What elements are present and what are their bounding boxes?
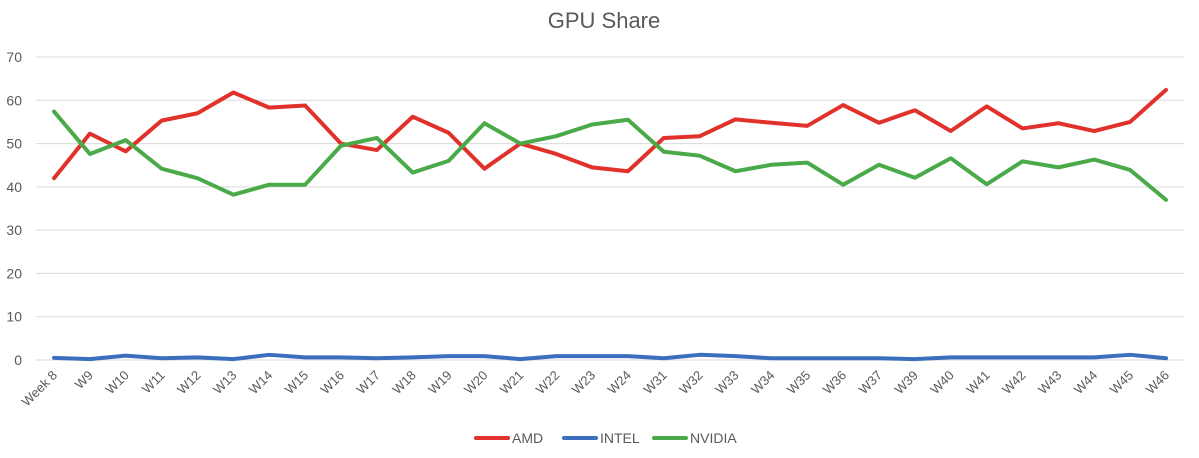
series-nvidia (52, 109, 1168, 202)
series-line-nvidia (52, 109, 1168, 202)
x-tick-label: W31 (640, 368, 670, 398)
series-intel (52, 352, 1168, 362)
x-tick-label: W35 (784, 368, 814, 398)
x-tick-label: W24 (605, 368, 635, 398)
x-tick-label: W44 (1071, 368, 1101, 398)
x-tick-label: W43 (1035, 368, 1065, 398)
x-tick-label: W34 (748, 368, 778, 398)
gridlines (36, 56, 1184, 361)
x-tick-label: W23 (569, 368, 599, 398)
series-lines (52, 87, 1168, 362)
x-tick-label: W16 (318, 368, 348, 398)
x-tick-label: W41 (963, 368, 993, 398)
x-tick-label: W20 (461, 368, 491, 398)
y-tick-label: 60 (6, 92, 22, 108)
legend-item-intel: INTEL (562, 430, 640, 446)
x-tick-label: W32 (676, 368, 706, 398)
x-tick-label: W9 (72, 368, 96, 392)
y-tick-label: 30 (6, 222, 22, 238)
x-tick-label: W46 (1143, 368, 1173, 398)
series-amd (52, 87, 1168, 181)
x-tick-label: W10 (102, 368, 132, 398)
legend-item-amd: AMD (474, 430, 543, 446)
y-tick-label: 20 (6, 265, 22, 281)
y-tick-label: 40 (6, 179, 22, 195)
x-tick-label: W36 (820, 368, 850, 398)
x-tick-label: W39 (892, 368, 922, 398)
chart-title: GPU Share (548, 8, 661, 33)
y-tick-label: 0 (14, 352, 22, 368)
y-tick-label: 10 (6, 309, 22, 325)
x-tick-label: W42 (999, 368, 1029, 398)
legend-label: INTEL (600, 430, 640, 446)
x-tick-label: W21 (497, 368, 527, 398)
x-tick-label: W37 (856, 368, 886, 398)
x-tick-label: W18 (389, 368, 419, 398)
x-tick-label: Week 8 (19, 368, 61, 410)
x-tick-label: W40 (927, 368, 957, 398)
y-axis-ticks: 0 10 20 30 40 50 60 70 (6, 49, 22, 368)
y-tick-label: 70 (6, 49, 22, 65)
legend-item-nvidia: NVIDIA (652, 430, 737, 446)
series-line-amd (52, 87, 1168, 181)
series-line-intel (52, 352, 1168, 362)
x-tick-label: W17 (353, 368, 383, 398)
legend-label: NVIDIA (690, 430, 737, 446)
legend: AMD INTEL NVIDIA (474, 430, 737, 446)
x-tick-label: W19 (425, 368, 455, 398)
legend-label: AMD (512, 430, 543, 446)
x-tick-label: W22 (533, 368, 563, 398)
y-tick-label: 50 (6, 136, 22, 152)
x-tick-label: W14 (246, 368, 276, 398)
x-tick-label: W15 (282, 368, 312, 398)
x-tick-label: W13 (210, 368, 240, 398)
x-tick-label: W33 (712, 368, 742, 398)
x-tick-label: W11 (139, 368, 168, 397)
x-tick-label: W45 (1107, 368, 1137, 398)
x-axis-ticks: Week 8 W9 W10 W11 W12 W13 W14 W15 W16 W17 W18 W19 W2… (19, 368, 1173, 410)
x-tick-label: W12 (174, 368, 204, 398)
